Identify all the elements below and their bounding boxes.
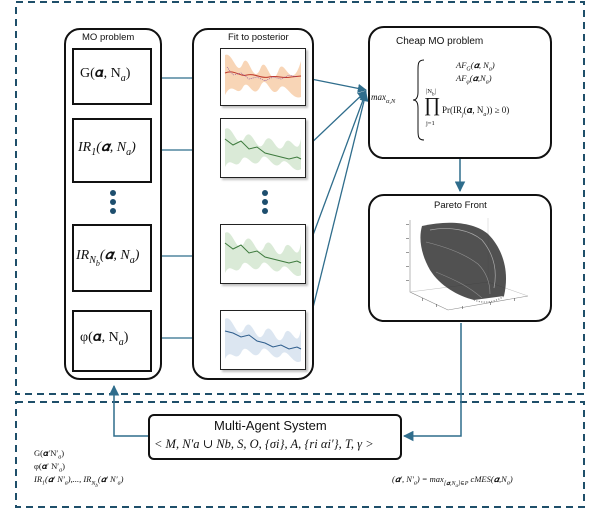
ir1-function-label: IR1(𝜶, Na) xyxy=(78,140,136,158)
ellipsis-dot xyxy=(262,208,268,214)
ellipsis-dot xyxy=(110,190,116,196)
product-upper-limit: |Nb| xyxy=(426,88,436,98)
af-g-term: AFG(𝜶, Na) xyxy=(456,60,495,73)
phi-function-box xyxy=(72,310,152,372)
posterior-plot-g xyxy=(220,48,306,106)
posterior-plot-ir1 xyxy=(220,118,306,178)
arrow-plot3-to-cheap xyxy=(305,91,368,255)
arrow-plot2-to-cheap xyxy=(305,90,367,149)
max-operator: maxα,N xyxy=(371,92,396,105)
ir1-function-box xyxy=(72,118,152,183)
output-ir: IR1(𝜶′ N′a),..., IRNb(𝜶′ N′a) xyxy=(34,474,124,489)
pareto-front-title: Pareto Front xyxy=(434,200,487,211)
posterior-plot-phi xyxy=(220,310,306,370)
irnb-function-label: IRNb(𝜶, Na) xyxy=(76,248,140,268)
ellipsis-dot xyxy=(110,199,116,205)
arrow-plot4-to-cheap xyxy=(305,92,369,337)
multi-agent-system-box xyxy=(148,414,402,460)
output-phi: φ(𝜶′ N′a) xyxy=(34,461,65,474)
cheap-mo-title: Cheap MO problem xyxy=(396,36,484,47)
mas-title: Multi-Agent System xyxy=(214,418,327,433)
pareto-front-plot xyxy=(406,218,529,311)
ellipsis-dot xyxy=(262,199,268,205)
g-function-label: G(𝜶, Na) xyxy=(80,66,131,84)
arrow-plot1-to-cheap xyxy=(305,77,367,93)
mo-problem-title: MO problem xyxy=(82,32,135,43)
product-lower-limit: j=1 xyxy=(426,120,435,127)
irnb-function-box xyxy=(72,224,152,292)
cheap-mo-panel xyxy=(368,26,552,159)
phi-function-label: φ(𝜶, Na) xyxy=(80,330,129,348)
constraint-term: Pr(IRj(𝜶, Na)) ≥ 0) xyxy=(442,105,510,118)
arrow-mas-to-mo xyxy=(108,384,148,437)
output-g: G(𝜶′N′a) xyxy=(34,448,65,461)
product-symbol: ∏ xyxy=(424,94,441,116)
af-phi-term: AFφ(𝜶,Na) xyxy=(456,73,492,86)
mas-tuple: < M, N′a ∪ Nb, S, O, {σi}, A, {ri αi′}, … xyxy=(154,437,374,451)
curly-brace xyxy=(412,59,425,141)
ellipsis-dot xyxy=(262,190,268,196)
ellipsis-dot xyxy=(110,208,116,214)
g-function-box xyxy=(72,48,152,105)
arrow-pareto-to-mas xyxy=(402,323,462,442)
fit-posterior-title: Fit to posterior xyxy=(228,32,289,43)
posterior-plot-irnb xyxy=(220,224,306,284)
selection-formula: (𝜶′, N′a) = max[𝜶,Na]∈P cMES(𝜶,Na) xyxy=(392,474,513,489)
